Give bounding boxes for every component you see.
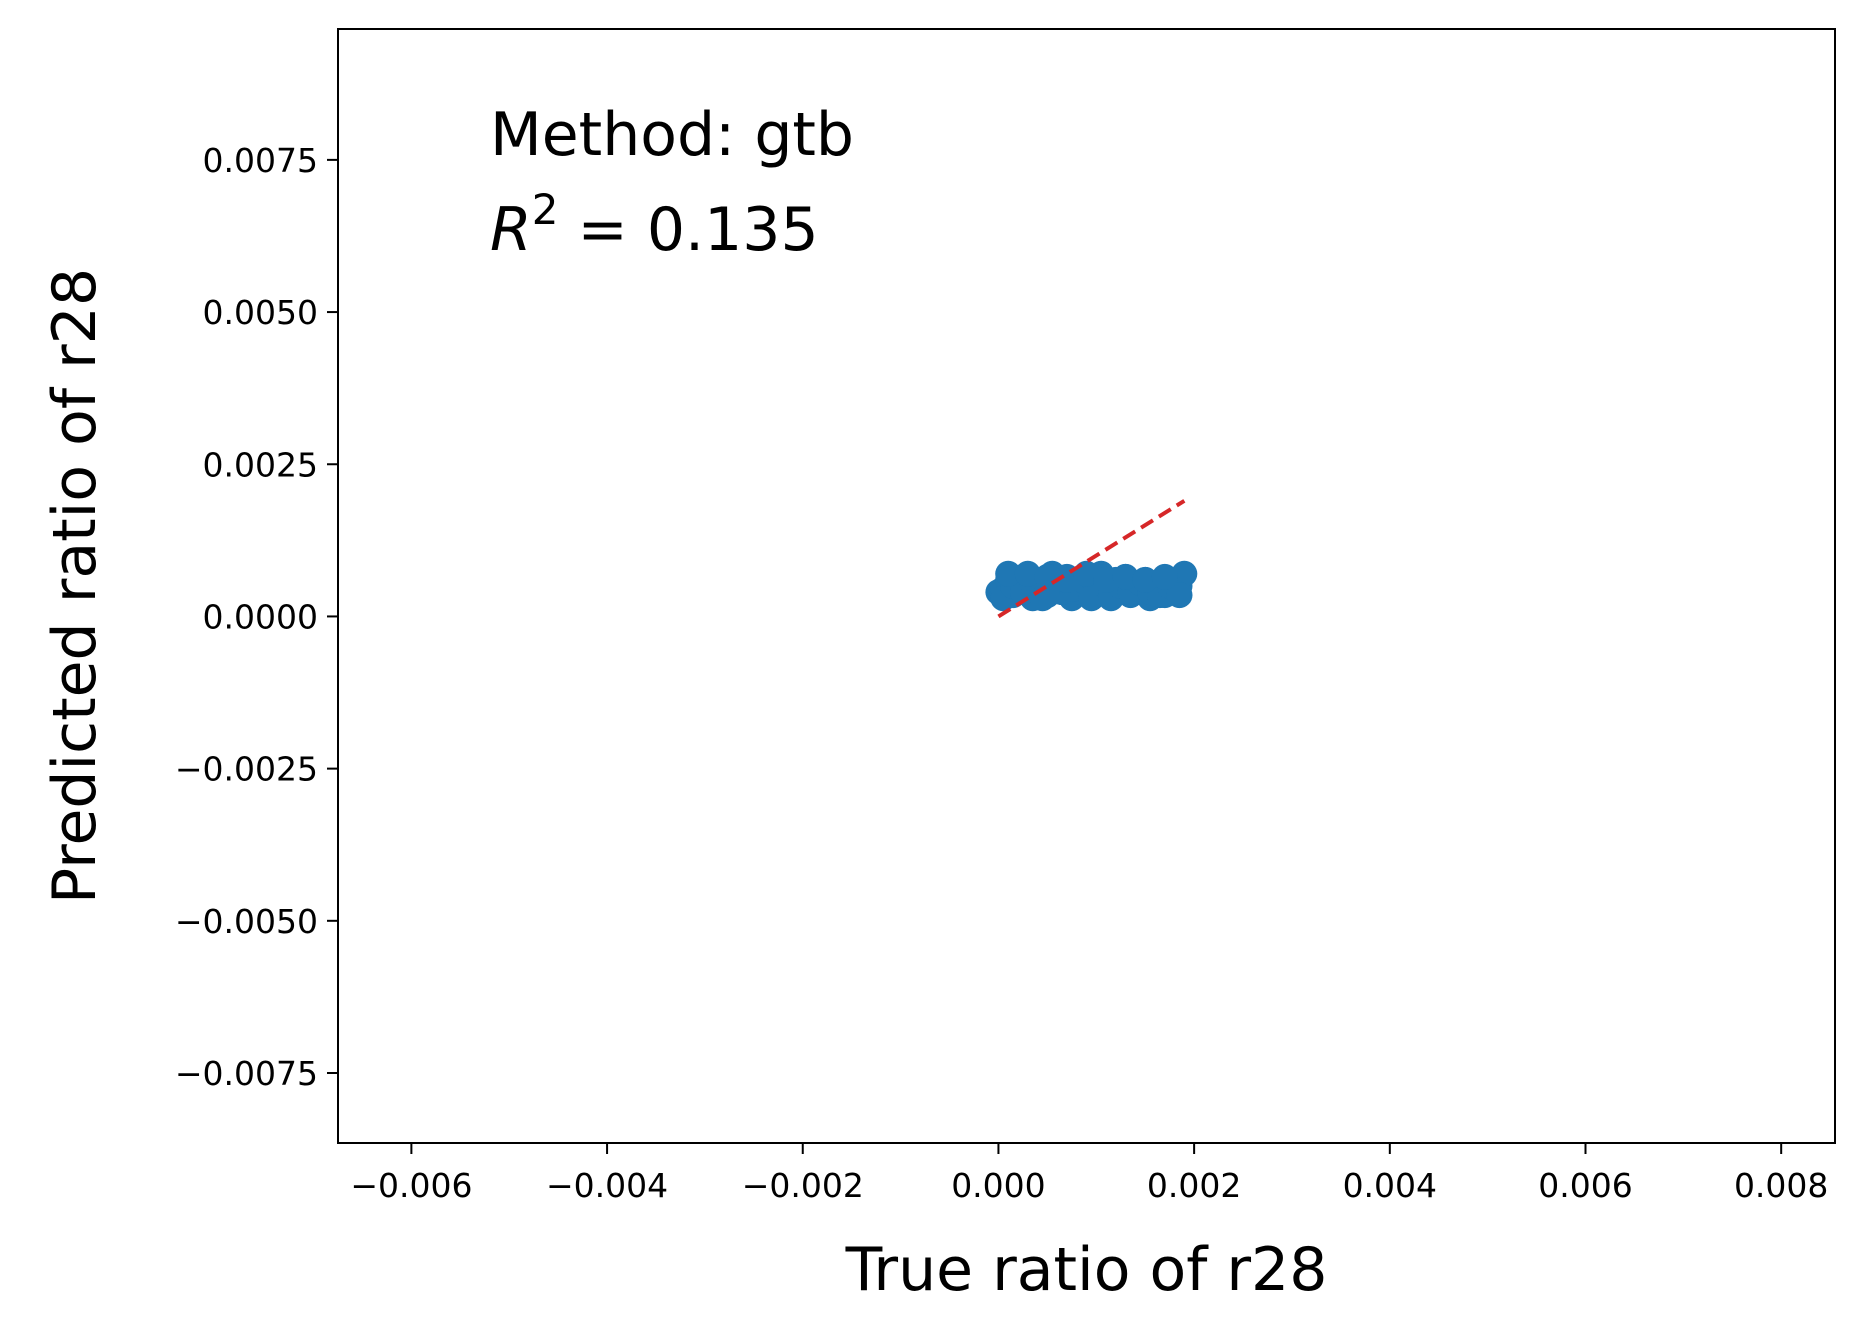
y-axis-label: Predicted ratio of r28 [40,268,110,904]
method-annotation: Method: gtb [490,100,854,170]
scatter-point [1166,582,1193,609]
x-tick-label: −0.006 [350,1166,472,1205]
x-axis-label: True ratio of r28 [845,1235,1328,1305]
scatter-point [1053,566,1080,593]
x-axis-ticks: −0.006 −0.004 −0.002 0.000 0.002 0.004 0.006 0.… [350,1143,1828,1205]
x-tick-label: 0.008 [1734,1166,1828,1205]
y-tick-label: −0.0050 [175,902,318,941]
x-tick-label: 0.004 [1343,1166,1437,1205]
scatter-point [1132,566,1159,593]
y-tick-label: 0.0025 [203,445,318,484]
y-tick-label: −0.0025 [175,750,318,789]
x-tick-label: 0.002 [1147,1166,1241,1205]
x-tick-label: 0.000 [951,1166,1045,1205]
scatter-point [1151,563,1178,590]
scatter-point [995,560,1022,587]
x-tick-label: 0.006 [1538,1166,1632,1205]
x-tick-label: −0.004 [546,1166,668,1205]
r-squared-value: = 0.135 [558,195,818,265]
y-tick-label: 0.0075 [203,141,318,180]
scatter-point [1014,560,1041,587]
r-squared-annotation: R2 = 0.135 [490,185,819,265]
y-tick-label: 0.0000 [203,597,318,636]
scatter-point [1093,566,1120,593]
reference-line [997,499,1186,619]
plot-frame [337,28,1836,1144]
scatter-point [1112,563,1139,590]
x-tick-label: −0.002 [742,1166,864,1205]
y-tick-label: 0.0050 [203,293,318,332]
r-squared-exponent: 2 [532,185,559,234]
y-axis-ticks: −0.0075 −0.0050 −0.0025 0.0000 0.0025 0.0050 0… [175,141,338,1093]
r-squared-symbol: R [490,195,532,265]
y-tick-label: −0.0075 [175,1054,318,1093]
